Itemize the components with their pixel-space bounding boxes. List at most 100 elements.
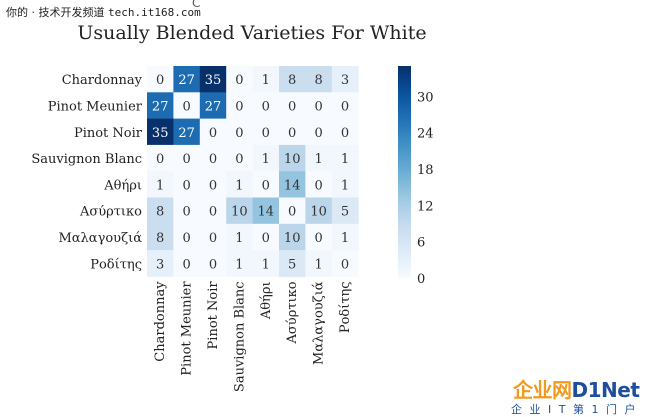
logo-wordmark: 企业网D1Net (513, 378, 640, 402)
column-labels: Chardonnay Pinot Meunier Pinot Noir Sauvign… (153, 281, 353, 392)
column-label: Chardonnay (153, 281, 168, 362)
heatmap-cell (331, 66, 359, 93)
heatmap-cell (305, 118, 333, 146)
heatmap-cell (305, 223, 333, 251)
heatmap-cell-label: 0 (235, 73, 243, 88)
heatmap-cell-label: 0 (182, 178, 190, 193)
heatmap-cell-label: 5 (288, 257, 296, 272)
heatmap-cell-label: 0 (314, 178, 322, 193)
heatmap-cell-label: 14 (258, 205, 275, 220)
heatmap-cell (305, 92, 333, 120)
heatmap-cell (305, 171, 333, 198)
column-label: Pinot Noir (206, 281, 221, 350)
heatmap-cell-label: 0 (182, 205, 190, 220)
heatmap-cell (147, 223, 174, 251)
heatmap-cell-label: 0 (156, 73, 164, 88)
heatmap-cell-label: 1 (314, 152, 322, 167)
heatmap-cell (199, 171, 227, 198)
row-label: Chardonnay (62, 73, 143, 88)
heatmap-cell (173, 118, 201, 146)
heatmap-cell (147, 144, 174, 172)
heatmap-cell (279, 171, 306, 198)
heatmap-cell (279, 250, 306, 277)
heatmap-cell (147, 171, 174, 198)
heatmap-cell-label: 0 (314, 231, 322, 246)
heatmap-cell (331, 171, 359, 198)
heatmap-cell-label: 0 (156, 152, 164, 167)
row-label: Sauvignon Blanc (31, 152, 142, 167)
heatmap-cell-label: 35 (152, 126, 169, 141)
heatmap-cell-label: 3 (341, 73, 349, 88)
colorbar: 0 6 12 18 24 30 (398, 66, 434, 287)
heatmap-cell-label: 0 (182, 99, 190, 114)
heatmap-cell-label: 0 (341, 99, 349, 114)
heatmap-cell-label: 1 (235, 178, 243, 193)
row-label: Pinot Noir (74, 126, 143, 141)
heatmap-cell-label: 0 (182, 257, 190, 272)
heatmap-cell (331, 92, 359, 120)
heatmap-cell-label: 27 (152, 99, 169, 114)
heatmap-cell-label: 0 (209, 178, 217, 193)
heatmap-cell (331, 197, 359, 225)
column-label: Ασύρτικο (285, 281, 300, 344)
site-watermark-url: tech.it168.com (108, 6, 201, 19)
heatmap-cell (173, 250, 201, 277)
heatmap-cell-label: 8 (156, 205, 164, 220)
colorbar-tick-label: 0 (417, 272, 425, 287)
heatmap-cell-label: 0 (341, 257, 349, 272)
heatmap-cell (199, 92, 227, 120)
heatmap-cell (199, 197, 227, 225)
heatmap-cell-label: 8 (156, 231, 164, 246)
heatmap-cell-label: 1 (341, 178, 349, 193)
heatmap-cell (226, 197, 254, 225)
heatmap-cell-label: 0 (262, 231, 270, 246)
heatmap-cell-label: 10 (284, 231, 301, 246)
heatmap-cell (147, 118, 174, 146)
heatmap-cell (252, 66, 280, 93)
heatmap-cell-label: 1 (156, 178, 164, 193)
column-label: Αθήρι (259, 281, 274, 320)
heatmap-cell (226, 250, 254, 277)
column-label: Μαλαγουζιά (312, 281, 327, 365)
site-watermark: 你的 · 技术开发频道 tech.it168.com (6, 4, 201, 20)
heatmap-cell-label: 1 (235, 231, 243, 246)
heatmap-cell (305, 144, 333, 172)
heatmap-cell (226, 66, 254, 93)
heatmap-cell-label: 0 (235, 126, 243, 141)
heatmap-cell (331, 118, 359, 146)
heatmap-cell-label: 0 (235, 99, 243, 114)
heatmap-cell (279, 144, 306, 172)
heatmap-cell-label: 1 (341, 152, 349, 167)
heatmap-cell-label: 10 (310, 205, 327, 220)
heatmap-cell (252, 223, 280, 251)
heatmap-cell (226, 223, 254, 251)
heatmap-cell (226, 144, 254, 172)
heatmap-cell (331, 223, 359, 251)
heatmap-cell (147, 66, 174, 93)
heatmap-cell (147, 250, 174, 277)
heatmap-cell-label: 0 (314, 126, 322, 141)
heatmap-cell-label: 27 (205, 99, 222, 114)
heatmap-cell (199, 66, 227, 93)
heatmap-cell (173, 92, 201, 120)
heatmap-cell (252, 171, 280, 198)
row-label: Ροδίτης (90, 257, 142, 272)
heatmap-cell-label: 27 (178, 126, 195, 141)
heatmap-cell (173, 223, 201, 251)
heatmap-cell-label: 1 (235, 257, 243, 272)
heatmap-cell-label: 3 (156, 257, 164, 272)
heatmap-cell-label: 0 (209, 205, 217, 220)
row-label: Μαλαγουζιά (58, 231, 142, 246)
heatmap-cell-label: 0 (262, 126, 270, 141)
heatmap-cell-label: 27 (178, 73, 195, 88)
heatmap-cell (331, 250, 359, 277)
heatmap-cell-label: 0 (209, 231, 217, 246)
heatmap-cell (279, 92, 306, 120)
heatmap-cell (252, 118, 280, 146)
stray-glyph: C (192, 0, 201, 10)
heatmap-cell-label: 10 (231, 205, 248, 220)
logo-tagline: 企 业 I T 第 1 门 户 (511, 403, 638, 416)
heatmap-cell (199, 144, 227, 172)
heatmap-cell-label: 1 (341, 231, 349, 246)
heatmap-cell-label: 1 (314, 257, 322, 272)
